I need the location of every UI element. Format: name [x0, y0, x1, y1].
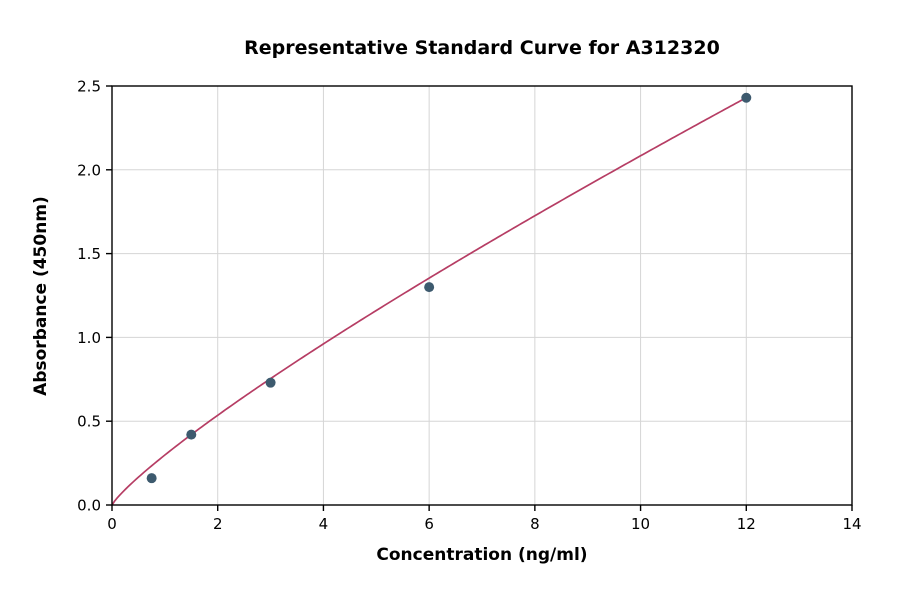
data-point: [186, 429, 197, 440]
data-point: [424, 282, 435, 293]
fit-curve-path: [111, 96, 747, 506]
fit-curve-line: [111, 96, 747, 506]
y-tick-label: 1.5: [77, 245, 101, 263]
y-tick-label: 0.0: [77, 497, 101, 515]
chart-title: Representative Standard Curve for A31232…: [244, 37, 720, 59]
x-tick-label: 14: [842, 515, 861, 533]
x-tick-label: 6: [424, 515, 434, 533]
data-point: [265, 377, 276, 388]
y-axis-label: Absorbance (450nm): [31, 196, 51, 396]
data-point: [146, 473, 157, 484]
x-tick-label: 12: [737, 515, 756, 533]
x-tick-label: 4: [319, 515, 329, 533]
plot-border: [111, 85, 853, 506]
y-tick-label: 1.0: [77, 329, 101, 347]
x-tick-label: 2: [213, 515, 223, 533]
data-point: [741, 92, 752, 103]
y-tick-label: 0.5: [77, 413, 101, 431]
x-axis-label: Concentration (ng/ml): [376, 545, 587, 565]
gridlines: [111, 85, 853, 506]
tick-labels: 0 2 4 6 8 10 12 14 0.0 0.5 1.0 1.5 2.0 2.5: [77, 78, 861, 534]
x-tick-label: 0: [107, 515, 117, 533]
y-tick-label: 2.0: [77, 161, 101, 179]
x-tick-label: 10: [631, 515, 650, 533]
tick-marks: [106, 85, 853, 511]
data-points: [146, 92, 752, 484]
y-tick-label: 2.5: [77, 78, 101, 96]
x-tick-label: 8: [530, 515, 540, 533]
